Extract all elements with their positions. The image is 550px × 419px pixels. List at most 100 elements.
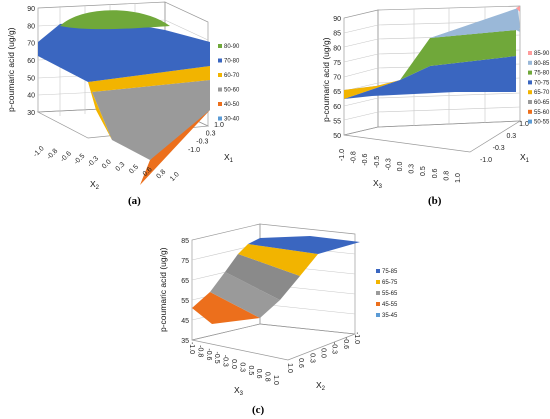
- chart-a-x-tick-label: -0.5: [73, 153, 87, 167]
- chart-c-band-55-65-b: [225, 254, 300, 300]
- chart-c-legend-swatch: [376, 313, 380, 317]
- chart-c-y-tick-label: 0.3: [238, 362, 245, 372]
- chart-b-legend-swatch: [528, 60, 532, 65]
- chart-panel-a: 30 40 50 60 70 80 90 -1.0 -0.8 -0.6 -0.5 -0.3 0.0 0.…: [0, 0, 270, 210]
- chart-a-legend-label: 80-90: [224, 44, 240, 50]
- chart-b-y-tick-label: -0.3: [493, 145, 505, 152]
- chart-b-x-tick-label: 0.0: [397, 162, 404, 172]
- chart-a-z-tick-label: 40: [27, 93, 35, 100]
- chart-c-y-tick-labels: -1.0 -0.8 -0.6 -0.5 -0.3 0.0 0.3 0.5 0.6 0.8 1.0: [188, 342, 279, 385]
- chart-b-y-tick-label: 0.3: [506, 133, 516, 140]
- chart-b-legend-swatch: [528, 109, 532, 114]
- chart-c-y-tick-label: -0.3: [222, 355, 229, 367]
- chart-c-band-65-75: [238, 244, 318, 276]
- chart-b-z-tick-label: 90: [333, 16, 341, 23]
- chart-b-band-75-80: [400, 30, 516, 80]
- chart-b-legend-label: 65-70: [534, 90, 550, 96]
- chart-a-x-tick-label: 0.3: [115, 161, 127, 173]
- chart-c-y-axis-label: X3: [234, 385, 244, 397]
- chart-a-x-tick-label: 0.5: [128, 163, 140, 175]
- chart-c-legend-label: 35-45: [382, 313, 398, 319]
- chart-c-z-tick-label: 55: [181, 298, 189, 305]
- chart-a-y-tick-labels: 1.00.3 -0.3-1.0: [188, 122, 224, 154]
- chart-a-y-axis-label: X1: [224, 152, 234, 164]
- chart-c-z-tick-labels: 35 45 55 65 75 85: [181, 238, 189, 345]
- chart-c-legend: 75-85 65-75 55-65 45-55 35-45: [376, 269, 398, 319]
- chart-c-y-tick-label: 1.0: [272, 375, 279, 385]
- chart-b-x-tick-label: -0.5: [374, 156, 381, 168]
- chart-b-legend-label: 75-80: [534, 71, 550, 77]
- chart-a-legend-swatch: [218, 44, 222, 48]
- chart-c-y-tick-label: 0.5: [247, 366, 254, 376]
- chart-a-legend-label: 50-60: [224, 88, 240, 94]
- chart-b-legend-swatch: [528, 70, 532, 75]
- chart-c-x-tick-label: -0.3: [331, 342, 338, 354]
- chart-c-band-45-55: [192, 292, 260, 324]
- chart-c-surface: [192, 236, 360, 324]
- chart-c-z-tick-label: 85: [181, 238, 189, 245]
- chart-c-legend-label: 65-75: [382, 280, 398, 286]
- chart-a-legend-swatch: [218, 116, 222, 121]
- chart-a-band-50-60: [92, 80, 210, 160]
- chart-c-x-tick-label: 1.0: [286, 363, 293, 373]
- chart-b-x-axis-label: X3: [373, 178, 383, 190]
- chart-b-x-tick-label: 0.3: [409, 164, 416, 174]
- chart-a-band-60-70: [88, 66, 210, 140]
- chart-a-band-70-80: [38, 20, 210, 82]
- chart-b-surface: [344, 6, 520, 99]
- chart-a-band-80-90: [60, 10, 170, 30]
- chart-b-y-tick-label: 1.0: [519, 121, 529, 128]
- chart-b-legend-swatch: [528, 100, 532, 104]
- chart-a-z-tick-labels: 30 40 50 60 70 80 90: [27, 6, 35, 117]
- chart-a-caption: (a): [128, 195, 141, 207]
- chart-a-x-axis-label: X2: [90, 179, 100, 191]
- chart-a-y-tick-label: 0.3: [206, 130, 216, 137]
- chart-a-legend-label: 30-40: [224, 117, 240, 123]
- chart-b-z-tick-label: 50: [333, 133, 341, 140]
- chart-c-legend-label: 75-85: [382, 269, 398, 275]
- chart-a-legend-label: 70-80: [224, 59, 240, 65]
- chart-a-z-tick-label: 70: [27, 41, 35, 48]
- chart-a-x-tick-label: -0.8: [46, 148, 60, 162]
- chart-b-band-70-75: [344, 56, 516, 99]
- chart-b-z-tick-label: 85: [333, 31, 341, 38]
- chart-b-legend-swatch: [528, 80, 532, 85]
- chart-c-legend-swatch: [376, 291, 380, 295]
- chart-b-caption: (b): [428, 195, 442, 207]
- chart-a-legend-swatch: [218, 58, 222, 63]
- chart-b-x-tick-label: 1.0: [455, 173, 462, 183]
- chart-b-x-tick-label: 0.6: [432, 168, 439, 178]
- chart-c-y-tick-label: 0.6: [255, 369, 262, 379]
- chart-b-y-axis-label: X1: [520, 152, 530, 164]
- chart-a-y-tick-label: -0.3: [196, 139, 208, 146]
- chart-b-legend-label: 80-85: [534, 61, 550, 67]
- chart-a-z-tick-label: 30: [27, 110, 35, 117]
- chart-c-caption: (c): [252, 404, 265, 416]
- chart-c-y-tick-label: -0.6: [205, 348, 212, 360]
- chart-c-z-tick-label: 75: [181, 258, 189, 265]
- chart-a-legend-swatch: [218, 102, 222, 106]
- chart-a-x-tick-label: -0.3: [87, 155, 101, 169]
- chart-b-z-tick-label: 65: [333, 89, 341, 96]
- chart-c-band-55-65: [210, 272, 280, 318]
- chart-b-z-tick-label: 75: [333, 60, 341, 67]
- chart-b-x-tick-label: -0.6: [362, 153, 369, 165]
- chart-b-y-tick-label: -1.0: [480, 157, 492, 164]
- chart-a-legend: 80-90 70-80 60-70 50-60 40-50 30-40: [218, 44, 240, 123]
- chart-b-z-tick-label: 55: [333, 118, 341, 125]
- chart-c-z-tick-label: 45: [181, 318, 189, 325]
- chart-b-z-axis-label: p-coumaric acid (ug/g): [321, 37, 331, 122]
- chart-b-x-tick-label: -1.0: [339, 149, 346, 161]
- chart-b-legend-label: 60-65: [534, 100, 550, 106]
- chart-a-x-tick-label: -0.6: [59, 150, 73, 164]
- chart-a-x-tick-label: -1.0: [32, 145, 46, 159]
- chart-c-y-tick-label: -0.5: [213, 352, 220, 364]
- chart-c-band-75-85: [248, 236, 360, 254]
- chart-a-x-tick-label: 0.0: [101, 158, 113, 170]
- chart-b-legend-label: 85-90: [534, 51, 550, 57]
- chart-a-y-tick-label: 1.0: [214, 122, 224, 129]
- chart-a-z-tick-label: 60: [27, 58, 35, 65]
- chart-c-x-tick-label: 0.3: [308, 353, 315, 363]
